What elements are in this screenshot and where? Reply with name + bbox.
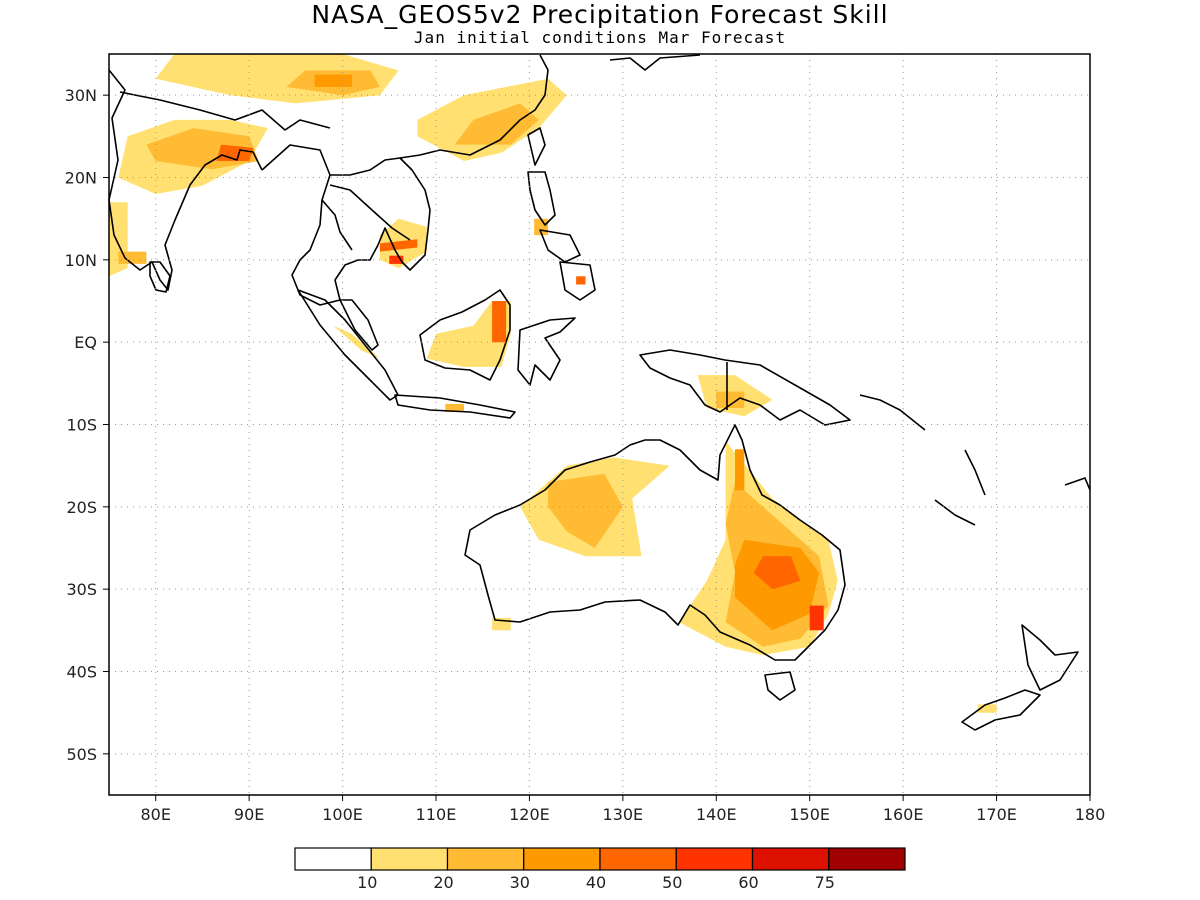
skill-fill-layer <box>109 54 997 713</box>
lat-tick-label: 30N <box>65 86 97 105</box>
lat-tick-label: 20S <box>66 498 97 517</box>
skill-region-cambodia <box>379 239 418 252</box>
coast-malaya <box>339 299 379 351</box>
lon-tick-label: 150E <box>789 805 830 824</box>
lon-tick-labels: 80E 90E 100E 110E 120E 130E 140E 150E 160E 170E 18… <box>140 795 1105 824</box>
coast-fiji <box>1064 477 1091 491</box>
skill-region-borneo <box>426 301 511 367</box>
lon-tick-label: 130E <box>603 805 644 824</box>
skill-region-borneo-north <box>492 301 507 343</box>
colorbar: 10 20 30 40 50 60 75 <box>294 847 906 892</box>
colorbar-swatch <box>294 847 372 871</box>
colorbar-swatch <box>828 847 906 871</box>
coast-vanuatu <box>964 449 986 496</box>
map-title: NASA_GEOS5v2 Precipitation Forecast Skil… <box>311 0 889 29</box>
colorbar-swatch <box>370 847 449 871</box>
lon-tick-label: 90E <box>234 805 264 824</box>
coast-sumatra <box>297 289 399 401</box>
coast-mindanao <box>559 261 596 301</box>
coast-sulawesi <box>517 317 576 386</box>
lat-tick-label: 10N <box>65 251 97 270</box>
lon-tick-label: 160E <box>883 805 924 824</box>
lat-tick-label: 20N <box>65 169 97 188</box>
border-himalaya <box>119 91 331 131</box>
coast-nz-north <box>1021 624 1079 691</box>
coast-taiwan <box>527 127 546 166</box>
skill-region-kimberley <box>548 473 623 548</box>
coastline-layer <box>108 54 1091 731</box>
lat-tick-labels: 30N 20N 10N EQ 10S 20S 30S 40S 50S <box>65 86 109 764</box>
coast-new-caledonia <box>934 499 976 526</box>
lon-tick-label: 180 <box>1075 805 1106 824</box>
colorbar-label: 60 <box>738 873 758 892</box>
lon-tick-label: 170E <box>976 805 1017 824</box>
lat-tick-label: 40S <box>66 663 97 682</box>
coast-tasmania <box>764 671 796 701</box>
skill-region-mindanao <box>576 276 586 285</box>
coast-solomons <box>859 394 926 431</box>
colorbar-label: 50 <box>662 873 682 892</box>
colorbar-swatch <box>751 847 830 871</box>
lat-tick-label: 50S <box>66 745 97 764</box>
colorbar-label: 20 <box>433 873 453 892</box>
coast-australia <box>464 424 846 661</box>
coast-java <box>394 394 516 419</box>
lat-tick-label: 30S <box>66 580 97 599</box>
skill-region-nsw-max <box>809 605 824 631</box>
colorbar-label: 30 <box>510 873 530 892</box>
lat-tick-label: 10S <box>66 416 97 435</box>
map-frame <box>108 53 1091 796</box>
coast-nz-south <box>961 689 1041 731</box>
lon-tick-label: 110E <box>416 805 457 824</box>
skill-region-cape-york <box>735 449 745 491</box>
colorbar-label: 10 <box>357 873 377 892</box>
coast-indochina <box>291 157 431 306</box>
border-burma <box>261 144 353 251</box>
skill-region-south-china-core <box>454 103 539 145</box>
colorbar-swatch <box>675 847 754 871</box>
lon-tick-label: 80E <box>140 805 170 824</box>
border-indochina <box>329 184 411 241</box>
skill-region-india-west <box>109 202 128 277</box>
skill-region-sumatra <box>333 325 380 359</box>
lon-tick-label: 140E <box>696 805 737 824</box>
lon-tick-label: 100E <box>322 805 363 824</box>
coast-india <box>108 69 263 291</box>
coast-visayas <box>539 229 581 263</box>
coast-sri-lanka <box>149 261 171 293</box>
coast-japan <box>609 54 701 71</box>
coast-luzon <box>527 171 556 226</box>
lat-tick-label: EQ <box>74 333 97 352</box>
coast-china <box>399 54 549 159</box>
lon-tick-label: 120E <box>509 805 550 824</box>
skill-region-tibet-hot <box>314 74 352 87</box>
skill-region-queensland-max <box>753 556 801 590</box>
skill-region-java <box>445 403 464 413</box>
colorbar-swatch <box>523 847 601 871</box>
skill-region-new-guinea-core <box>716 391 745 408</box>
coast-borneo <box>419 289 511 381</box>
colorbar-swatch <box>599 847 677 871</box>
colorbar-label: 75 <box>815 873 835 892</box>
skill-region-india-south <box>118 251 147 264</box>
map-grid <box>109 54 1090 795</box>
map-subtitle: Jan initial conditions Mar Forecast <box>413 28 787 47</box>
colorbar-swatch <box>446 847 525 871</box>
colorbar-label: 40 <box>586 873 606 892</box>
coast-new-guinea <box>639 349 851 426</box>
